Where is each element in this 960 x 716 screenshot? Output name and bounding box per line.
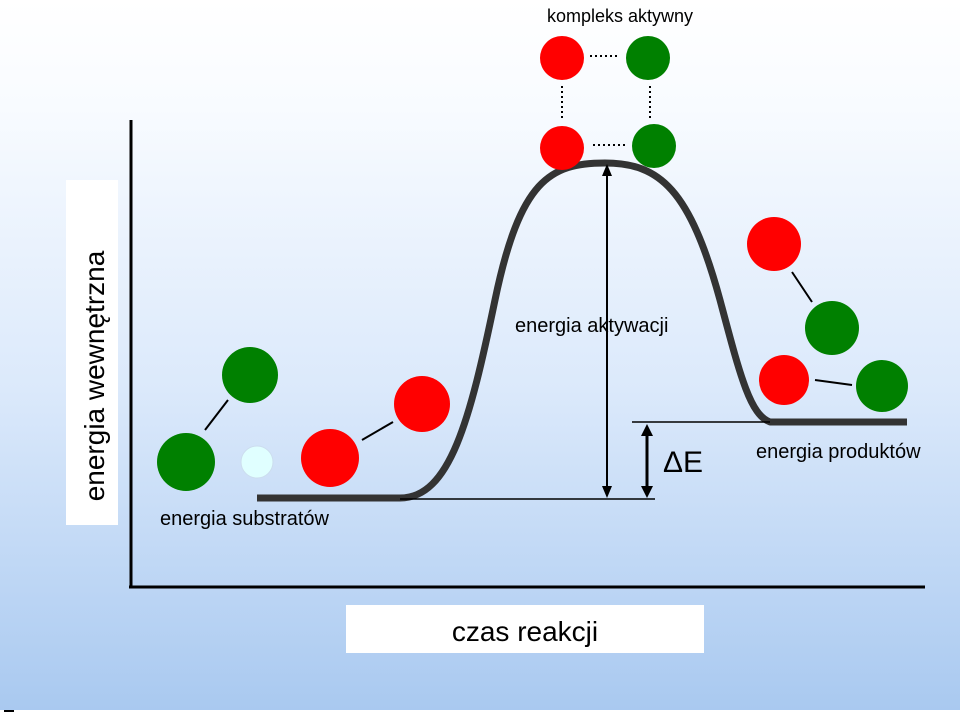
substrate-energy-label: energia substratów (160, 508, 330, 530)
delta-e-arrow-head-bottom (641, 486, 653, 498)
bond-line (791, 271, 813, 303)
red-atom (540, 36, 584, 80)
light-atom (240, 445, 274, 479)
red-atom (747, 217, 801, 271)
red-atom (540, 126, 584, 170)
active-complex-label: kompleks aktywny (547, 6, 693, 26)
delta-e-arrow-head-top (641, 424, 653, 436)
activation-arrow-head-bottom (602, 486, 612, 498)
bottom-strip (0, 710, 960, 716)
green-atom (626, 36, 670, 80)
substrate-molecules (157, 347, 450, 491)
red-atom (759, 355, 809, 405)
green-atom (632, 124, 676, 168)
reaction-energy-curve (257, 159, 907, 502)
y-axis-label: energia wewnętrzna (79, 250, 110, 501)
product-energy-label: energia produktów (756, 441, 921, 463)
bond-line (204, 399, 229, 431)
x-axis-label: czas reakcji (452, 616, 598, 647)
y-axis-label-box (66, 180, 118, 525)
bond-line (814, 379, 853, 386)
red-atom (394, 376, 450, 432)
green-atom (805, 301, 859, 355)
activation-energy-label: energia aktywacji (515, 315, 668, 337)
activated-complex (540, 36, 676, 170)
delta-e-label: ΔE (663, 446, 703, 479)
green-atom (157, 433, 215, 491)
green-atom (856, 360, 908, 412)
red-atom (301, 429, 359, 487)
green-atom (222, 347, 278, 403)
product-molecules (747, 217, 908, 412)
x-axis-label-box (346, 605, 704, 653)
bond-line (361, 421, 394, 441)
activation-arrow-head-top (602, 164, 612, 176)
